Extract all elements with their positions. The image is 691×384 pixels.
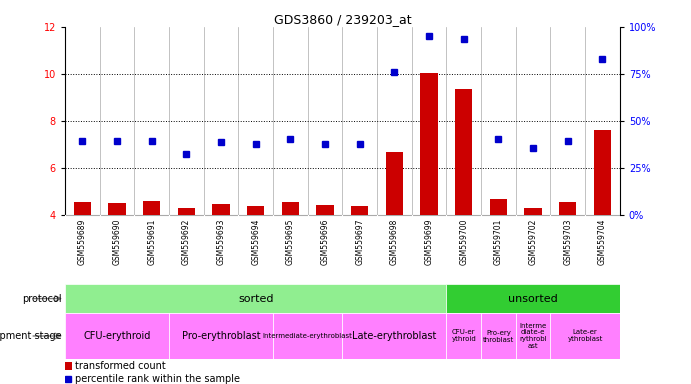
Bar — [481, 313, 515, 359]
Text: GSM559696: GSM559696 — [321, 218, 330, 265]
Bar — [386, 152, 403, 215]
Bar — [490, 199, 507, 215]
Text: GSM559693: GSM559693 — [216, 218, 225, 265]
Bar — [551, 313, 620, 359]
Title: GDS3860 / 239203_at: GDS3860 / 239203_at — [274, 13, 411, 26]
Text: GSM559689: GSM559689 — [78, 218, 87, 265]
Text: GSM559694: GSM559694 — [252, 218, 261, 265]
Text: GSM559691: GSM559691 — [147, 218, 156, 265]
Text: Interme
diate-e
rythrobl
ast: Interme diate-e rythrobl ast — [520, 323, 547, 349]
Bar — [212, 204, 229, 215]
Bar — [446, 284, 620, 313]
Text: CFU-er
ythroid: CFU-er ythroid — [451, 329, 476, 343]
Text: GSM559701: GSM559701 — [494, 218, 503, 265]
Bar — [524, 209, 542, 215]
Text: unsorted: unsorted — [509, 293, 558, 304]
Text: Late-er
ythroblast: Late-er ythroblast — [567, 329, 603, 343]
Text: transformed count: transformed count — [75, 361, 166, 371]
Text: GSM559702: GSM559702 — [529, 218, 538, 265]
Text: Pro-ery
throblast: Pro-ery throblast — [483, 329, 514, 343]
Text: Intermediate-erythroblast: Intermediate-erythroblast — [263, 333, 352, 339]
Text: protocol: protocol — [22, 293, 61, 304]
Text: sorted: sorted — [238, 293, 274, 304]
Bar — [420, 73, 438, 215]
Bar — [343, 313, 446, 359]
Bar — [178, 208, 195, 215]
Bar — [446, 313, 481, 359]
Text: Pro-erythroblast: Pro-erythroblast — [182, 331, 261, 341]
Text: GSM559692: GSM559692 — [182, 218, 191, 265]
Bar — [316, 205, 334, 215]
Bar — [65, 284, 446, 313]
Bar — [65, 362, 72, 370]
Bar — [559, 202, 576, 215]
Bar — [169, 313, 273, 359]
Text: GSM559695: GSM559695 — [286, 218, 295, 265]
Bar — [515, 313, 551, 359]
Text: GSM559698: GSM559698 — [390, 218, 399, 265]
Text: GSM559703: GSM559703 — [563, 218, 572, 265]
Bar — [74, 202, 91, 215]
Bar — [247, 206, 265, 215]
Bar — [455, 89, 473, 215]
Text: GSM559704: GSM559704 — [598, 218, 607, 265]
Bar — [65, 313, 169, 359]
Bar — [282, 202, 299, 215]
Text: GSM559690: GSM559690 — [113, 218, 122, 265]
Bar — [351, 206, 368, 215]
Text: CFU-erythroid: CFU-erythroid — [84, 331, 151, 341]
Bar — [143, 201, 160, 215]
Bar — [108, 203, 126, 215]
Bar — [594, 131, 611, 215]
Text: Late-erythroblast: Late-erythroblast — [352, 331, 437, 341]
Text: GSM559699: GSM559699 — [424, 218, 433, 265]
Bar — [273, 313, 343, 359]
Text: development stage: development stage — [0, 331, 61, 341]
Text: GSM559697: GSM559697 — [355, 218, 364, 265]
Text: percentile rank within the sample: percentile rank within the sample — [75, 374, 240, 384]
Text: GSM559700: GSM559700 — [460, 218, 468, 265]
